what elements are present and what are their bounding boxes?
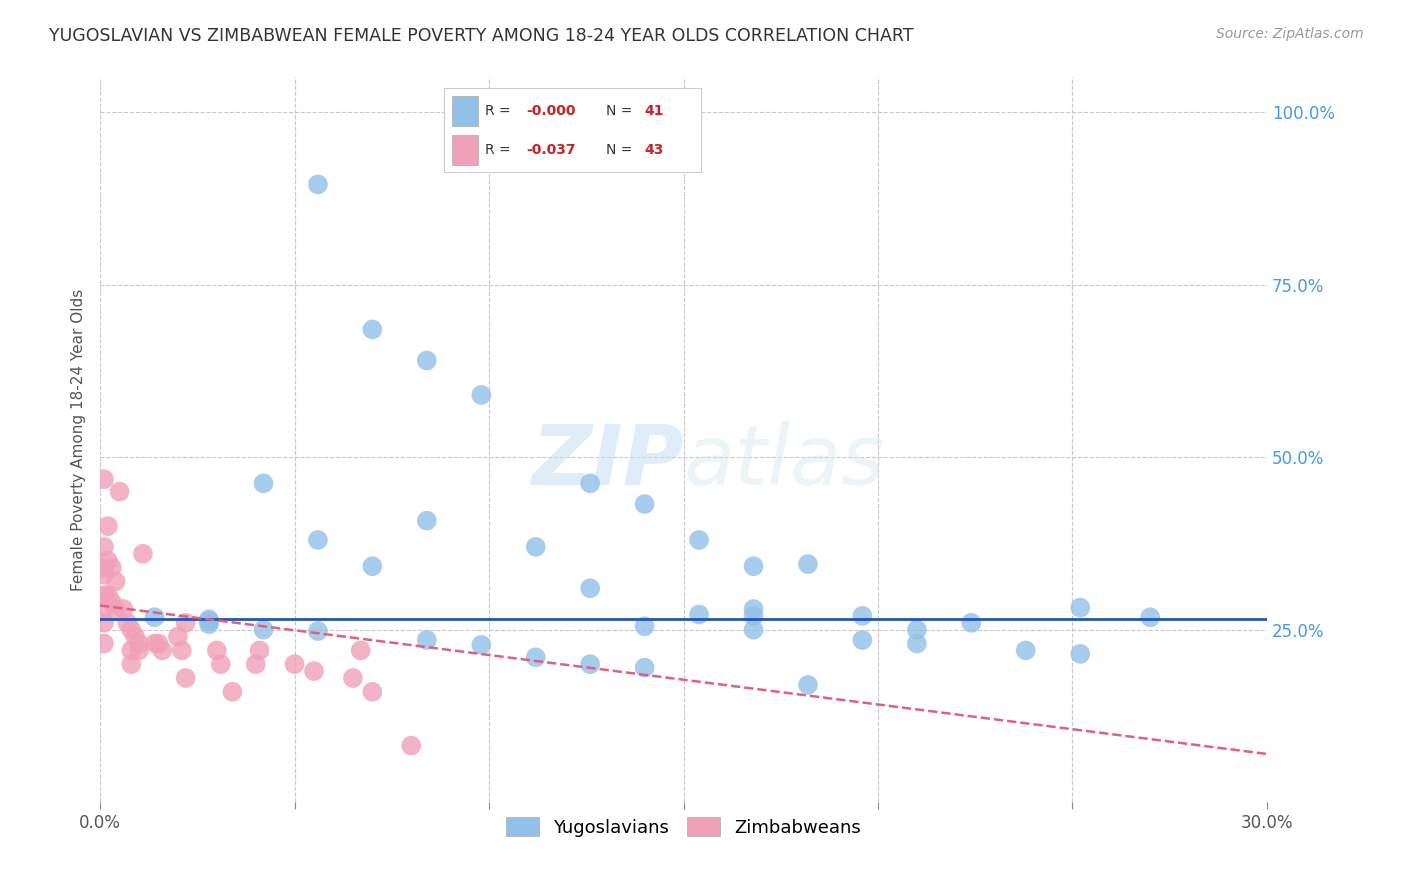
Point (93, 602, 115, 616)
Point (742, 623, 765, 637)
Y-axis label: Female Poverty Among 18-24 Year Olds: Female Poverty Among 18-24 Year Olds (72, 289, 86, 591)
Point (416, 514, 439, 528)
Point (633, 619, 655, 633)
Text: ZIP: ZIP (531, 421, 683, 502)
Point (302, 664, 325, 678)
Point (307, 533, 329, 547)
Point (307, 178, 329, 192)
Point (401, 739, 423, 753)
Point (905, 636, 928, 650)
Point (470, 638, 492, 652)
Point (342, 671, 364, 685)
Point (361, 322, 384, 336)
Point (960, 615, 983, 630)
Point (1069, 647, 1091, 661)
Point (174, 615, 197, 630)
Point (245, 657, 267, 672)
Point (470, 388, 492, 402)
Point (205, 643, 228, 657)
Text: atlas: atlas (683, 421, 886, 502)
Point (101, 595, 124, 609)
Point (198, 612, 221, 626)
Point (117, 615, 139, 630)
Point (97, 588, 120, 602)
Point (416, 633, 439, 648)
Legend: Yugoslavians, Zimbabweans: Yugoslavians, Zimbabweans (499, 810, 868, 844)
Point (579, 657, 602, 672)
Point (93, 636, 115, 650)
Point (93, 615, 115, 630)
Point (524, 540, 547, 554)
Point (249, 643, 271, 657)
Point (101, 560, 124, 574)
Point (97, 519, 120, 533)
Point (524, 650, 547, 665)
Point (198, 617, 221, 632)
Point (104, 602, 127, 616)
Point (93, 567, 115, 582)
Point (167, 630, 190, 644)
Point (97, 554, 120, 568)
Point (132, 547, 155, 561)
Point (120, 643, 142, 657)
Point (579, 581, 602, 595)
Point (93, 540, 115, 554)
Point (742, 602, 765, 616)
Point (742, 608, 765, 623)
Point (120, 623, 142, 637)
Point (143, 636, 166, 650)
Point (742, 559, 765, 574)
Text: YUGOSLAVIAN VS ZIMBABWEAN FEMALE POVERTY AMONG 18-24 YEAR OLDS CORRELATION CHART: YUGOSLAVIAN VS ZIMBABWEAN FEMALE POVERTY… (49, 27, 914, 45)
Point (905, 623, 928, 637)
Point (307, 624, 329, 638)
Point (198, 615, 221, 629)
Point (1069, 600, 1091, 615)
Point (143, 610, 166, 624)
Point (108, 484, 131, 499)
Point (1139, 610, 1161, 624)
Point (851, 608, 873, 623)
Point (252, 623, 274, 637)
Point (128, 643, 150, 657)
Point (361, 559, 384, 574)
Point (579, 476, 602, 491)
Point (148, 636, 170, 650)
Point (252, 476, 274, 491)
Point (112, 602, 135, 616)
Point (284, 657, 307, 672)
Text: Source: ZipAtlas.com: Source: ZipAtlas.com (1216, 27, 1364, 41)
Point (93, 560, 115, 574)
Point (688, 607, 710, 622)
Point (633, 497, 655, 511)
Point (851, 633, 873, 648)
Point (93, 588, 115, 602)
Point (1015, 643, 1038, 657)
Point (120, 657, 142, 672)
Point (416, 353, 439, 368)
Point (350, 643, 373, 657)
Point (361, 685, 384, 699)
Point (221, 685, 243, 699)
Point (633, 660, 655, 674)
Point (93, 472, 115, 486)
Point (797, 678, 820, 692)
Point (688, 533, 710, 547)
Point (209, 657, 232, 672)
Point (797, 557, 820, 571)
Point (104, 574, 127, 589)
Point (128, 636, 150, 650)
Point (170, 643, 193, 657)
Point (124, 630, 146, 644)
Point (174, 671, 197, 685)
Point (150, 643, 173, 657)
